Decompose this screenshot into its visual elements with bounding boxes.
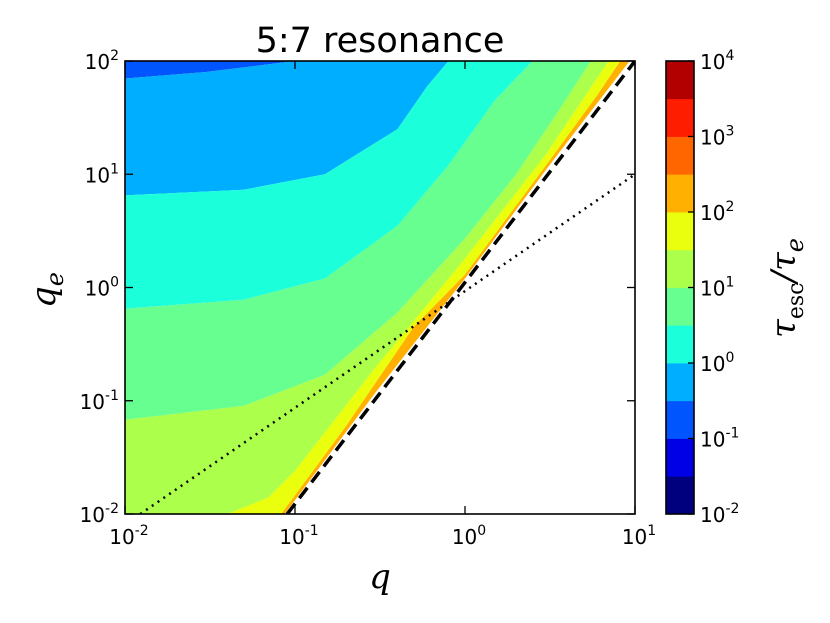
contour-region-4 bbox=[125, 61, 609, 514]
colorbar-tick-label: 104 bbox=[700, 48, 734, 74]
colorbar-tick-label: 103 bbox=[700, 124, 734, 150]
contour-region-3 bbox=[125, 61, 591, 420]
y-tick-label: 10-1 bbox=[80, 388, 119, 414]
colorbar-label-sub-e: e bbox=[781, 238, 809, 252]
colorbar-tick-label: 101 bbox=[700, 275, 734, 301]
colorbar-tick-label: 102 bbox=[700, 199, 734, 225]
contour-region-5 bbox=[227, 61, 621, 514]
x-axis: 10-2 10-1 100 101 bbox=[109, 61, 656, 549]
colorbar-segment bbox=[666, 98, 694, 137]
colorbar-segment bbox=[666, 325, 694, 364]
plot-area bbox=[125, 61, 635, 514]
colorbar-segment bbox=[666, 249, 694, 288]
y-axis-label: qe bbox=[24, 272, 69, 308]
colorbar-tick-label: 10-2 bbox=[700, 501, 739, 527]
y-axis-label-main: q bbox=[24, 286, 64, 308]
y-axis: 10-2 10-1 100 101 102 bbox=[80, 48, 635, 527]
colorbar-segment bbox=[666, 61, 694, 100]
contour-region-1 bbox=[125, 61, 449, 196]
y-axis-label-subscript: e bbox=[41, 272, 69, 286]
colorbar-tick-label: 100 bbox=[700, 350, 734, 376]
colorbar-segment bbox=[666, 136, 694, 175]
colorbar-segment bbox=[666, 438, 694, 477]
colorbar-segment bbox=[666, 476, 694, 515]
x-axis-label: q bbox=[369, 557, 391, 597]
x-tick-label: 100 bbox=[452, 523, 486, 549]
colorbar-segment bbox=[666, 212, 694, 251]
colorbar-label-tau: τ bbox=[764, 318, 804, 338]
x-tick-label: 10-2 bbox=[109, 523, 148, 549]
colorbar-segment bbox=[666, 287, 694, 326]
colorbar-label-sub-esc: esc bbox=[784, 283, 809, 320]
dashed-boundary-line bbox=[285, 61, 635, 514]
colorbar bbox=[666, 61, 694, 515]
colorbar-label-sep: /τ bbox=[764, 251, 804, 285]
x-tick-label: 101 bbox=[622, 523, 656, 549]
contour-region-2 bbox=[125, 61, 533, 309]
contour-region-6 bbox=[281, 61, 630, 514]
colorbar-segment bbox=[666, 400, 694, 439]
y-tick-label: 100 bbox=[85, 275, 119, 301]
y-tick-label: 102 bbox=[85, 48, 119, 74]
x-tick-label: 10-1 bbox=[279, 523, 318, 549]
y-tick-label: 101 bbox=[85, 161, 119, 187]
colorbar-label: τesc/τe bbox=[764, 238, 809, 338]
colorbar-axis: 10-2 10-1 100 101 102 103 104 bbox=[688, 48, 739, 527]
contour-region-0 bbox=[125, 61, 295, 79]
colorbar-segment bbox=[666, 174, 694, 213]
y-tick-label: 10-2 bbox=[80, 501, 119, 527]
colorbar-tick-label: 10-1 bbox=[700, 426, 739, 452]
colorbar-segment bbox=[666, 363, 694, 402]
chart-title: 5:7 resonance bbox=[256, 21, 505, 61]
